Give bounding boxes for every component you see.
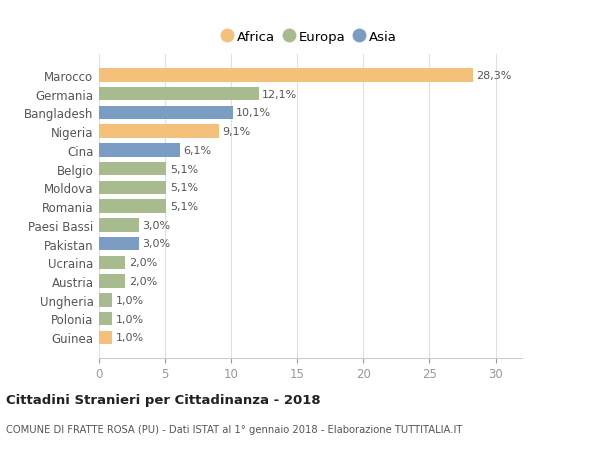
- Text: 2,0%: 2,0%: [129, 276, 157, 286]
- Text: 9,1%: 9,1%: [223, 127, 251, 137]
- Bar: [99, 106, 233, 120]
- Legend: Africa, Europa, Asia: Africa, Europa, Asia: [218, 25, 403, 49]
- Text: 5,1%: 5,1%: [170, 164, 198, 174]
- Bar: [99, 181, 166, 195]
- Bar: [99, 256, 125, 269]
- Bar: [99, 312, 112, 325]
- Text: 1,0%: 1,0%: [116, 295, 143, 305]
- Text: 2,0%: 2,0%: [129, 257, 157, 268]
- Text: 1,0%: 1,0%: [116, 314, 143, 324]
- Bar: [99, 125, 219, 139]
- Text: 5,1%: 5,1%: [170, 202, 198, 212]
- Text: 3,0%: 3,0%: [142, 220, 170, 230]
- Bar: [99, 218, 139, 232]
- Text: 3,0%: 3,0%: [142, 239, 170, 249]
- Text: 10,1%: 10,1%: [236, 108, 271, 118]
- Text: COMUNE DI FRATTE ROSA (PU) - Dati ISTAT al 1° gennaio 2018 - Elaborazione TUTTIT: COMUNE DI FRATTE ROSA (PU) - Dati ISTAT …: [6, 424, 463, 434]
- Bar: [99, 200, 166, 213]
- Text: 6,1%: 6,1%: [183, 146, 211, 156]
- Text: Cittadini Stranieri per Cittadinanza - 2018: Cittadini Stranieri per Cittadinanza - 2…: [6, 393, 320, 406]
- Bar: [99, 88, 259, 101]
- Text: 5,1%: 5,1%: [170, 183, 198, 193]
- Text: 28,3%: 28,3%: [476, 71, 512, 81]
- Text: 12,1%: 12,1%: [262, 90, 298, 99]
- Bar: [99, 274, 125, 288]
- Bar: [99, 237, 139, 251]
- Bar: [99, 293, 112, 307]
- Bar: [99, 162, 166, 176]
- Bar: [99, 144, 179, 157]
- Bar: [99, 331, 112, 344]
- Bar: [99, 69, 473, 82]
- Text: 1,0%: 1,0%: [116, 332, 143, 342]
